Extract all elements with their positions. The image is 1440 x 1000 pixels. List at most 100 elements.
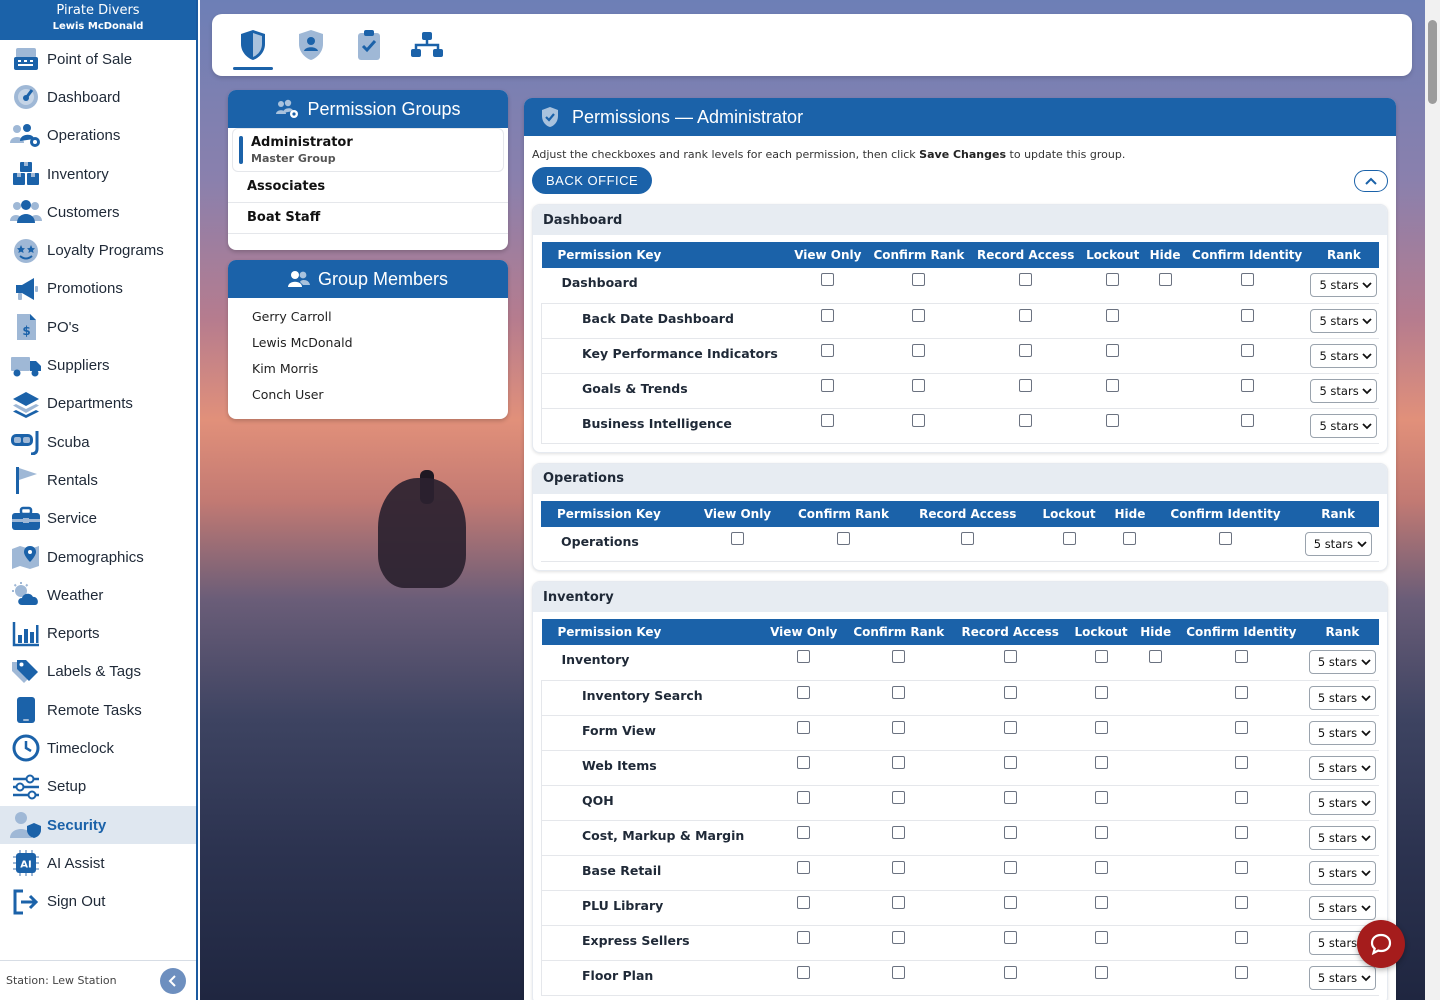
permission-checkbox[interactable] (1094, 685, 1108, 699)
permission-checkbox[interactable] (1003, 895, 1017, 909)
permission-checkbox[interactable] (797, 685, 811, 699)
permission-checkbox[interactable] (892, 895, 906, 909)
permission-checkbox[interactable] (731, 531, 744, 545)
sidebar-item-demographics[interactable]: Demographics (0, 538, 196, 576)
permission-checkbox[interactable] (912, 413, 926, 427)
permission-checkbox[interactable] (1003, 650, 1017, 663)
sidebar-item-po-s[interactable]: $ PO's (0, 308, 196, 346)
rank-select[interactable]: 5 stars (1308, 790, 1376, 815)
sidebar-item-labels-tags[interactable]: Labels & Tags (0, 653, 196, 691)
sidebar-item-timeclock[interactable]: Timeclock (0, 729, 196, 767)
permission-checkbox[interactable] (892, 860, 906, 874)
permission-checkbox[interactable] (1234, 860, 1248, 874)
permission-checkbox[interactable] (1019, 343, 1033, 357)
permission-checkbox[interactable] (1106, 343, 1120, 357)
sidebar-item-suppliers[interactable]: Suppliers (0, 346, 196, 384)
group-item[interactable]: Boat Staff (228, 203, 508, 234)
permission-checkbox[interactable] (892, 790, 906, 804)
rank-select[interactable]: 5 stars (1310, 413, 1378, 438)
page-scrollbar[interactable] (1425, 0, 1440, 1000)
permission-checkbox[interactable] (1019, 308, 1033, 322)
group-item[interactable]: Associates (228, 172, 508, 203)
sidebar-item-point-of-sale[interactable]: Point of Sale (0, 40, 196, 78)
permission-checkbox[interactable] (1003, 720, 1017, 734)
permission-checkbox[interactable] (1094, 650, 1108, 663)
permission-checkbox[interactable] (1094, 860, 1108, 874)
permission-checkbox[interactable] (1240, 378, 1254, 392)
tab-security-shield[interactable] (232, 22, 274, 70)
rank-select[interactable]: 5 stars (1308, 685, 1376, 710)
sidebar-item-rentals[interactable]: Rentals (0, 461, 196, 499)
permission-checkbox[interactable] (1234, 720, 1248, 734)
rank-select[interactable]: 5 stars (1308, 860, 1376, 885)
sidebar-item-promotions[interactable]: Promotions (0, 270, 196, 308)
permission-checkbox[interactable] (1234, 650, 1248, 663)
permission-checkbox[interactable] (912, 308, 926, 322)
permission-checkbox[interactable] (1003, 685, 1017, 699)
permission-checkbox[interactable] (1094, 755, 1108, 769)
permission-checkbox[interactable] (1234, 965, 1248, 979)
permission-checkbox[interactable] (1106, 413, 1120, 427)
permission-checkbox[interactable] (1158, 273, 1172, 286)
permission-checkbox[interactable] (797, 790, 811, 804)
rank-select[interactable]: 5 stars (1310, 273, 1378, 297)
permission-checkbox[interactable] (892, 930, 906, 944)
tab-clipboard-check[interactable] (348, 22, 390, 68)
permission-checkbox[interactable] (1003, 930, 1017, 944)
permission-checkbox[interactable] (1094, 895, 1108, 909)
permission-checkbox[interactable] (836, 531, 850, 545)
member-item[interactable]: Gerry Carroll (252, 309, 332, 324)
sidebar-item-reports[interactable]: Reports (0, 614, 196, 652)
collapse-sidebar-button[interactable] (160, 967, 186, 994)
sidebar-item-sign-out[interactable]: Sign Out (0, 883, 196, 921)
rank-select[interactable]: 5 stars (1310, 308, 1378, 333)
permission-checkbox[interactable] (1149, 650, 1163, 663)
rank-select[interactable]: 5 stars (1308, 720, 1376, 745)
permission-checkbox[interactable] (1094, 930, 1108, 944)
sidebar-item-weather[interactable]: Weather (0, 576, 196, 614)
permission-checkbox[interactable] (1240, 413, 1254, 427)
permission-checkbox[interactable] (1234, 790, 1248, 804)
permission-checkbox[interactable] (1106, 308, 1120, 322)
permission-checkbox[interactable] (797, 720, 811, 734)
permission-checkbox[interactable] (1240, 273, 1254, 286)
permission-checkbox[interactable] (1106, 273, 1120, 286)
sidebar-item-customers[interactable]: Customers (0, 193, 196, 231)
sidebar-item-loyalty-programs[interactable]: Loyalty Programs (0, 231, 196, 269)
rank-select[interactable]: 5 stars (1308, 825, 1376, 850)
sidebar-item-inventory[interactable]: Inventory (0, 155, 196, 193)
permission-checkbox[interactable] (821, 413, 835, 427)
tab-user-shield[interactable] (290, 22, 332, 68)
permission-checkbox[interactable] (1234, 895, 1248, 909)
permission-checkbox[interactable] (1062, 531, 1076, 545)
sidebar-item-operations[interactable]: Operations (0, 117, 196, 155)
permission-checkbox[interactable] (797, 930, 811, 944)
group-item[interactable]: Administrator Master Group (232, 128, 504, 172)
rank-select[interactable]: 5 stars (1310, 378, 1378, 403)
permission-checkbox[interactable] (1094, 825, 1108, 839)
permission-checkbox[interactable] (797, 755, 811, 769)
sidebar-item-service[interactable]: Service (0, 500, 196, 538)
permission-checkbox[interactable] (1019, 413, 1033, 427)
permission-checkbox[interactable] (892, 685, 906, 699)
tab-network[interactable] (406, 22, 448, 68)
sidebar-item-setup[interactable]: Setup (0, 768, 196, 806)
permission-checkbox[interactable] (1219, 531, 1233, 545)
permission-checkbox[interactable] (912, 343, 926, 357)
permission-checkbox[interactable] (1234, 825, 1248, 839)
permission-checkbox[interactable] (797, 860, 811, 874)
scrollbar-thumb[interactable] (1428, 20, 1437, 104)
permission-checkbox[interactable] (892, 720, 906, 734)
permission-checkbox[interactable] (892, 755, 906, 769)
permission-checkbox[interactable] (912, 273, 926, 286)
back-office-button[interactable]: BACK OFFICE (532, 167, 653, 194)
permission-checkbox[interactable] (1003, 825, 1017, 839)
rank-select[interactable]: 5 stars (1308, 965, 1376, 990)
permission-checkbox[interactable] (1003, 755, 1017, 769)
member-item[interactable]: Lewis McDonald (252, 335, 353, 350)
rank-select[interactable]: 5 stars (1308, 650, 1376, 674)
collapse-all-button[interactable] (1354, 169, 1388, 192)
permission-checkbox[interactable] (821, 343, 835, 357)
permission-checkbox[interactable] (797, 965, 811, 979)
permission-checkbox[interactable] (1234, 685, 1248, 699)
